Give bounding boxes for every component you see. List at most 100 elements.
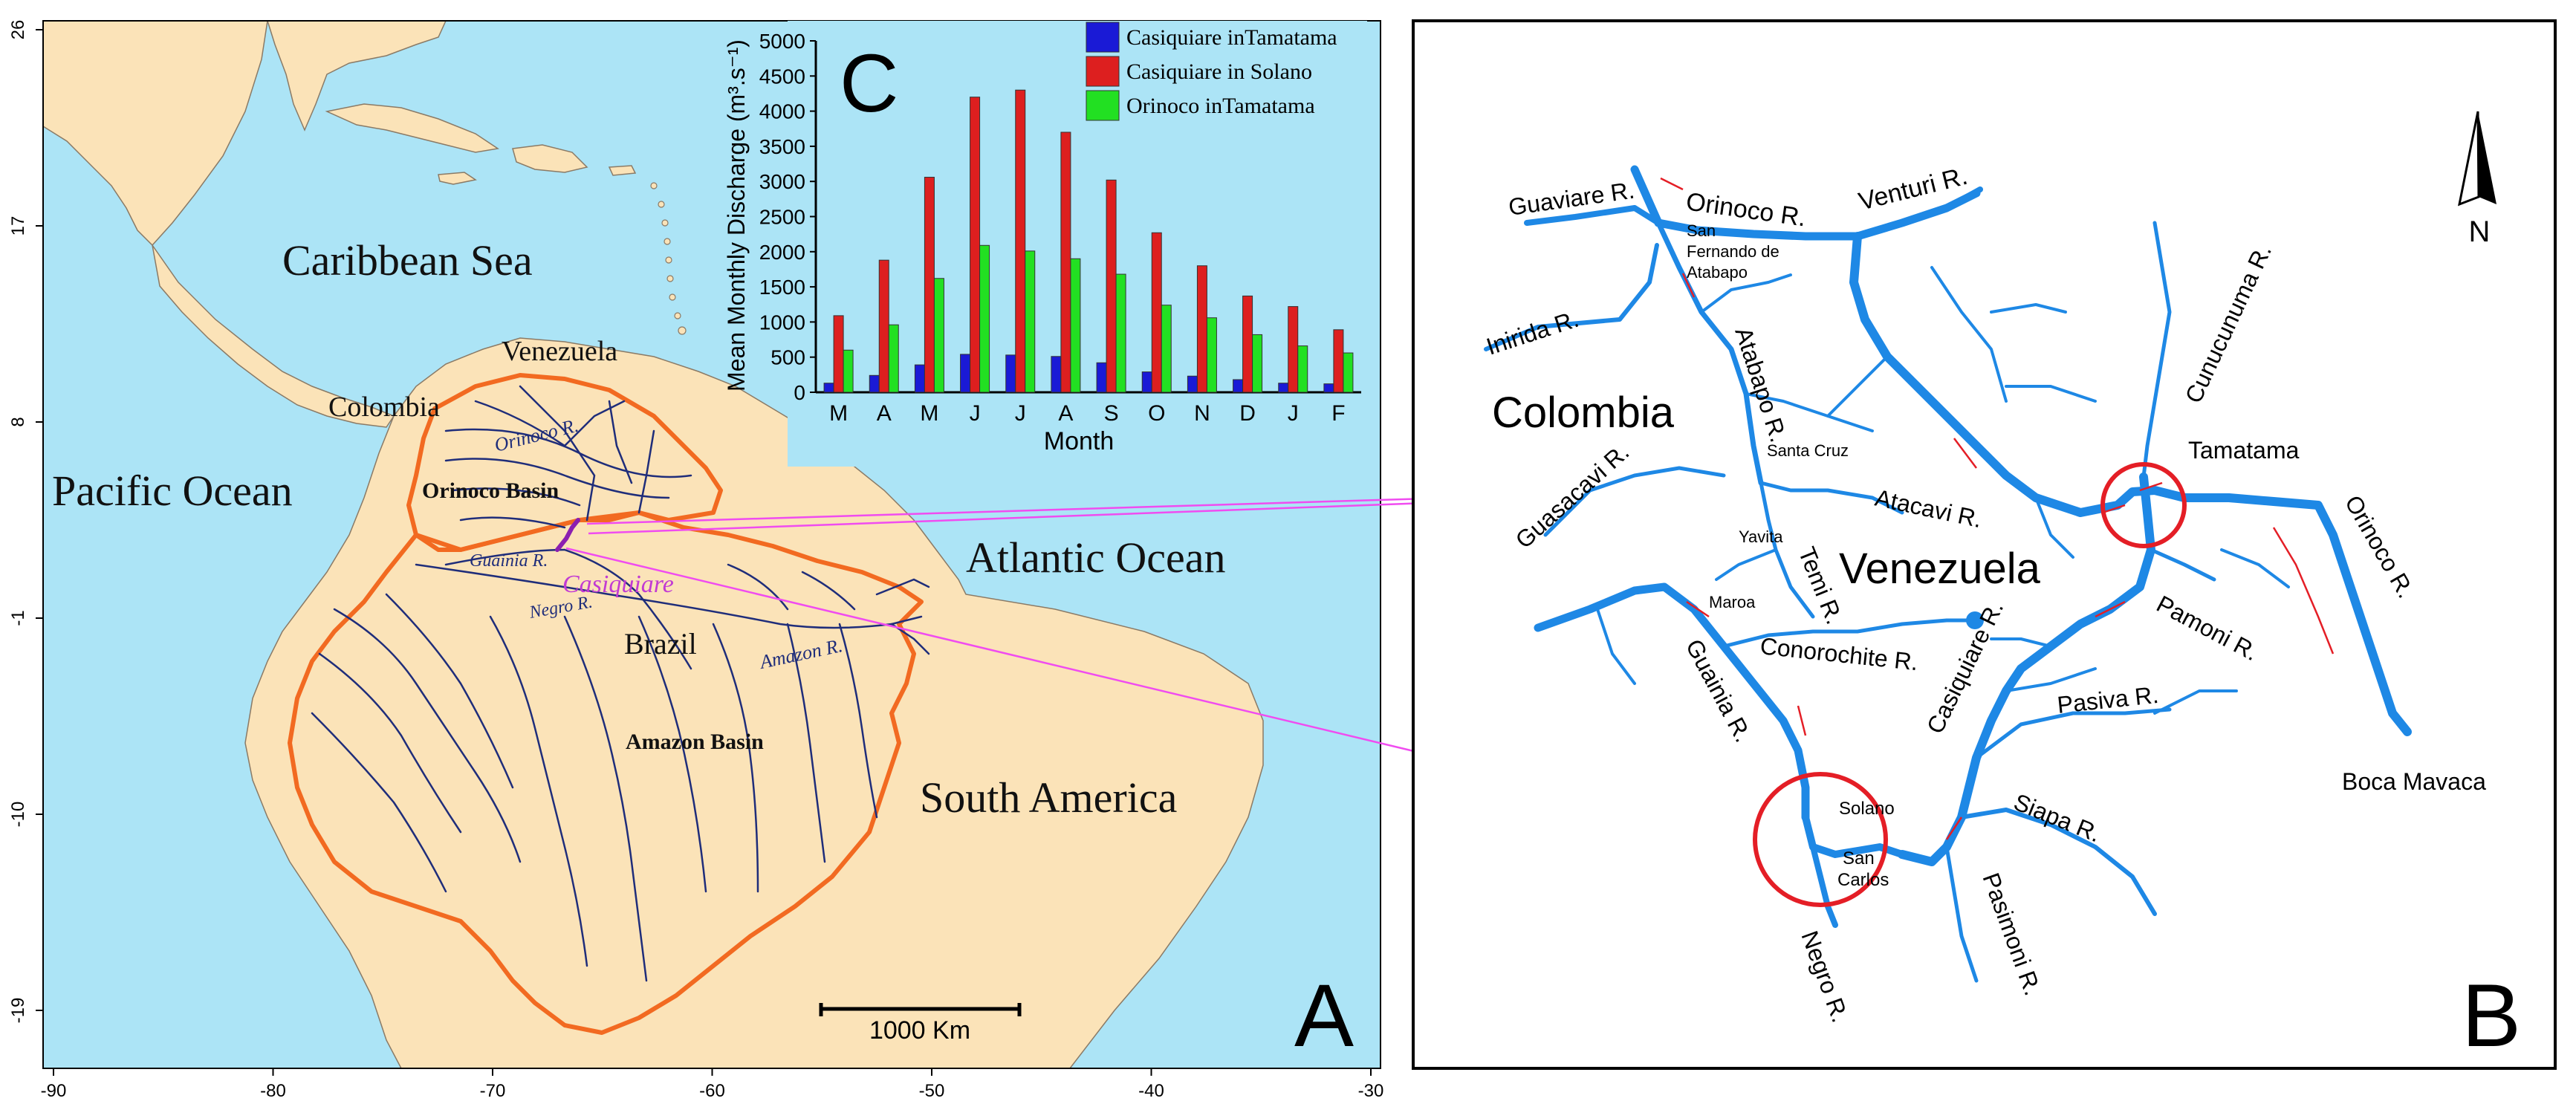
atlantic-ocean-label: Atlantic Ocean bbox=[966, 533, 1225, 582]
chart-x-tick-label: M bbox=[920, 401, 938, 426]
tamatama-label: Tamatama bbox=[2188, 437, 2300, 464]
pacific-ocean-label: Pacific Ocean bbox=[52, 467, 293, 515]
conorochite-river bbox=[1722, 618, 1979, 649]
chart-x-tick-label: M bbox=[829, 401, 848, 426]
chart-bar bbox=[1297, 345, 1308, 393]
atabapo-river bbox=[1655, 220, 1764, 486]
chart-bar bbox=[1151, 232, 1162, 393]
chart-bar bbox=[1288, 306, 1299, 393]
venezuela-label-b: Venezuela bbox=[1839, 545, 2041, 593]
scale-bar: 1000 Km bbox=[819, 1003, 1022, 1045]
chart-x-tick-label: S bbox=[1104, 401, 1119, 426]
yavita-label: Yavita bbox=[1739, 527, 1783, 546]
chart-y-tick-label: 4000 bbox=[759, 100, 805, 123]
chart-bar bbox=[833, 315, 844, 393]
chart-bar bbox=[979, 244, 990, 393]
pamoni-river bbox=[2149, 548, 2216, 582]
jamaica-island bbox=[438, 172, 477, 185]
legend-label: Orinoco inTamatama bbox=[1126, 94, 1315, 118]
lesser-antilles bbox=[650, 182, 687, 335]
siapa-river bbox=[1959, 808, 2157, 916]
chart-bar bbox=[1333, 329, 1344, 393]
small-tributary-9 bbox=[1990, 637, 2052, 648]
chart-bar bbox=[1252, 334, 1263, 393]
chart-bars bbox=[823, 89, 1354, 393]
panel-c-letter: C bbox=[840, 38, 898, 129]
chart-bar bbox=[933, 278, 944, 393]
amazon-basin-label: Amazon Basin bbox=[626, 730, 764, 754]
x-tick-label: -80 bbox=[260, 1081, 286, 1101]
panel-b-map: N Colombia Venezuela Guaviare R. Orinoco… bbox=[1412, 19, 2557, 1070]
cunucunuma-river bbox=[2141, 221, 2172, 479]
chart-bar bbox=[1323, 383, 1334, 393]
chart-bar bbox=[1025, 250, 1036, 393]
y-tick-label: 26 bbox=[8, 20, 28, 40]
chart-x-tick-label: D bbox=[1239, 401, 1256, 426]
map-frame bbox=[42, 20, 1381, 1069]
chart-x-tick-label: O bbox=[1148, 401, 1165, 426]
colombia-label-b: Colombia bbox=[1492, 389, 1675, 437]
chart-bar bbox=[1141, 371, 1152, 393]
guasacavi-river bbox=[1543, 466, 1726, 537]
small-tributary-11 bbox=[1596, 608, 1636, 685]
panel-a-letter: A bbox=[1294, 966, 1354, 1065]
x-tick-label: -50 bbox=[919, 1081, 945, 1101]
chart-y-tick-label: 500 bbox=[770, 346, 805, 369]
chart-x-tick-label: A bbox=[1058, 401, 1073, 426]
solano-label: Solano bbox=[1839, 799, 1895, 819]
venezuela-label: Venezuela bbox=[502, 336, 617, 367]
brazil-label: Brazil bbox=[624, 627, 697, 660]
panel-b-rivers bbox=[1484, 165, 2412, 983]
chart-bar bbox=[1015, 89, 1026, 393]
colombia-label: Colombia bbox=[328, 392, 440, 423]
orinoco-river-network bbox=[444, 385, 692, 529]
small-tributary-8 bbox=[2034, 496, 2074, 559]
chart-y-tick-label: 1000 bbox=[759, 311, 805, 334]
small-tributary-5 bbox=[1700, 273, 1792, 314]
chart-bar bbox=[1343, 352, 1354, 393]
chart-bar bbox=[914, 364, 925, 393]
chart-bar bbox=[924, 177, 935, 393]
amazon-river-network bbox=[311, 548, 930, 982]
south-america-land bbox=[244, 337, 1264, 1069]
chart-bar bbox=[1060, 131, 1071, 393]
x-tick-label: -60 bbox=[699, 1081, 725, 1101]
chart-y-tick-label: 3500 bbox=[759, 135, 805, 158]
boca-mavaca-label: Boca Mavaca bbox=[2342, 768, 2486, 795]
chart-bar bbox=[1161, 305, 1172, 393]
chart-bar bbox=[1242, 295, 1253, 393]
north-arrow-label: N bbox=[2469, 215, 2491, 248]
chart-x-axis-title: Month bbox=[1044, 427, 1115, 455]
chart-bar bbox=[1233, 379, 1244, 393]
orinoco-basin-label: Orinoco Basin bbox=[422, 478, 559, 503]
chart-x-tick-label: F bbox=[1331, 401, 1345, 426]
chart-bar bbox=[878, 259, 889, 393]
flow-arrows bbox=[1660, 177, 2335, 840]
y-tick-label: -19 bbox=[8, 998, 28, 1024]
maroa-label: Maroa bbox=[1709, 593, 1756, 611]
chart-x-tick-label: J bbox=[1288, 401, 1299, 426]
chart-bar bbox=[869, 374, 880, 393]
chart-bar bbox=[1096, 362, 1107, 393]
san-carlos-label-2: Carlos bbox=[1837, 870, 1889, 890]
chart-y-tick-label: 1500 bbox=[759, 276, 805, 299]
puerto-rico-island bbox=[608, 165, 637, 176]
pasimoni-river bbox=[1944, 845, 1979, 983]
chart-y-axis-title: Mean Monthly Discharge (m³.s⁻¹) bbox=[723, 39, 750, 392]
small-tributary-12 bbox=[2153, 689, 2238, 715]
small-tributary-1 bbox=[1930, 266, 2008, 403]
chart-x-tick-label: J bbox=[970, 401, 981, 426]
chart-bar bbox=[843, 349, 854, 393]
small-tributary-10 bbox=[1715, 548, 1777, 581]
san-fernando-label-3: Atabapo bbox=[1687, 263, 1748, 282]
map-axis: -90 -80 -70 -60 -50 -40 -30 26 17 8 -1 -10 -19 bbox=[8, 20, 1383, 1101]
south-america-label: South America bbox=[920, 773, 1177, 822]
chart-y-tick-label: 2500 bbox=[759, 206, 805, 229]
legend-swatch bbox=[1086, 56, 1120, 87]
x-tick-label: -30 bbox=[1358, 1081, 1384, 1101]
chart-legend: Casiquiare inTamatama Casiquiare in Solan… bbox=[1086, 22, 1337, 121]
chart-y-tick-label: 3000 bbox=[759, 170, 805, 193]
small-tributary-7 bbox=[2220, 548, 2290, 588]
florida-land bbox=[266, 20, 447, 131]
